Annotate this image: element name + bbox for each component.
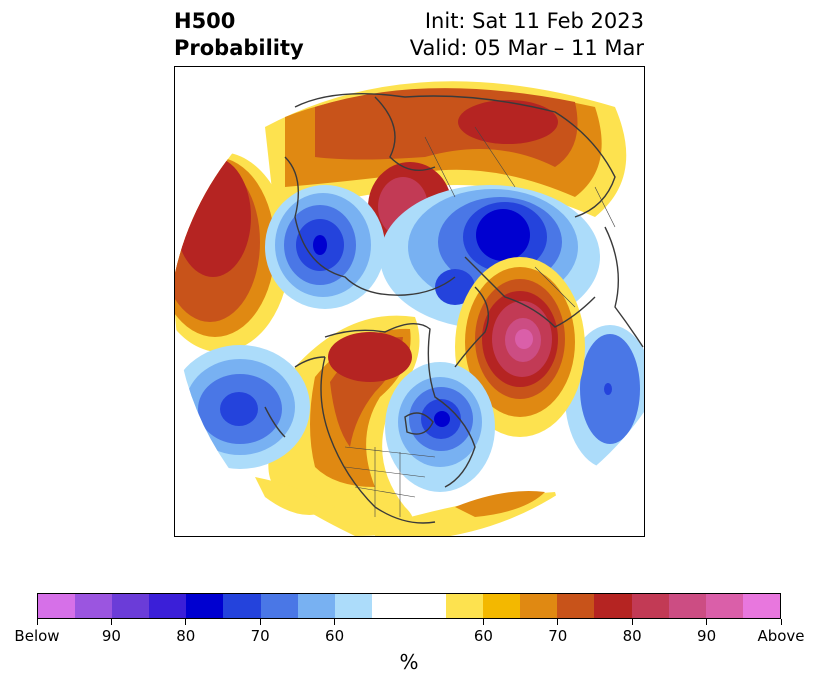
colorbar-tick-label: 60 <box>473 627 493 645</box>
colorbar-tick-label: Above <box>757 627 805 645</box>
field-layer <box>175 67 644 536</box>
colorbar-unit-label: % <box>399 650 419 674</box>
colorbar-tick-label: 90 <box>697 627 717 645</box>
colorbar-tick <box>110 619 112 625</box>
colorbar-segment <box>446 594 484 618</box>
title-line-1: H500 <box>174 9 236 33</box>
colorbar-tick-label: 90 <box>101 627 121 645</box>
colorbar-tick-label: 80 <box>622 627 642 645</box>
probability-map <box>174 66 645 537</box>
colorbar-segment <box>186 594 224 618</box>
colorbar-segment <box>594 594 632 618</box>
trough-eastern-north-america <box>385 362 495 492</box>
colorbar-segment <box>334 594 372 618</box>
colorbar-segment <box>75 594 113 618</box>
colorbar-tick <box>631 619 633 625</box>
colorbar-segment <box>371 594 409 618</box>
colorbar-tick-label: 70 <box>250 627 270 645</box>
colorbar-tick-label: 60 <box>325 627 345 645</box>
colorbar-segment <box>483 594 521 618</box>
map-canvas <box>175 67 644 536</box>
colorbar-tick <box>780 619 782 625</box>
colorbar-segment <box>668 594 706 618</box>
init-date: Init: Sat 11 Feb 2023 <box>424 9 644 33</box>
ridge-greenland <box>455 257 585 437</box>
political-borders <box>344 126 616 517</box>
colorbar-tick <box>185 619 187 625</box>
colorbar-segment <box>631 594 669 618</box>
colorbar-segment <box>149 594 187 618</box>
trough-north-pacific <box>175 345 310 469</box>
colorbar-segment <box>297 594 335 618</box>
colorbar-segment <box>520 594 558 618</box>
colorbar-tick-label: 80 <box>176 627 196 645</box>
colorbar-tick <box>706 619 708 625</box>
forecast-dates: Init: Sat 11 Feb 2023 Valid: 05 Mar – 11… <box>410 8 644 62</box>
colorbar-tick-label: Below <box>14 627 60 645</box>
title-line-2: Probability <box>174 36 304 60</box>
valid-range: Valid: 05 Mar – 11 Mar <box>409 36 644 60</box>
colorbar <box>37 593 781 619</box>
colorbar-segment <box>260 594 298 618</box>
colorbar-segment <box>223 594 261 618</box>
coastlines <box>264 92 644 524</box>
colorbar-segment <box>742 594 780 618</box>
colorbar-segment <box>112 594 150 618</box>
colorbar-tick-label: 70 <box>548 627 568 645</box>
colorbar-segment <box>557 594 595 618</box>
map-title: H500 Probability <box>174 8 304 62</box>
colorbar-tick <box>259 619 261 625</box>
colorbar-tick <box>482 619 484 625</box>
colorbar-tick <box>334 619 336 625</box>
colorbar-tick <box>36 619 38 625</box>
ridge-alaska-western-canada <box>255 315 557 536</box>
colorbar-segment <box>705 594 743 618</box>
colorbar-segment <box>38 594 76 618</box>
colorbar-tick <box>557 619 559 625</box>
colorbar-segment <box>408 594 447 618</box>
